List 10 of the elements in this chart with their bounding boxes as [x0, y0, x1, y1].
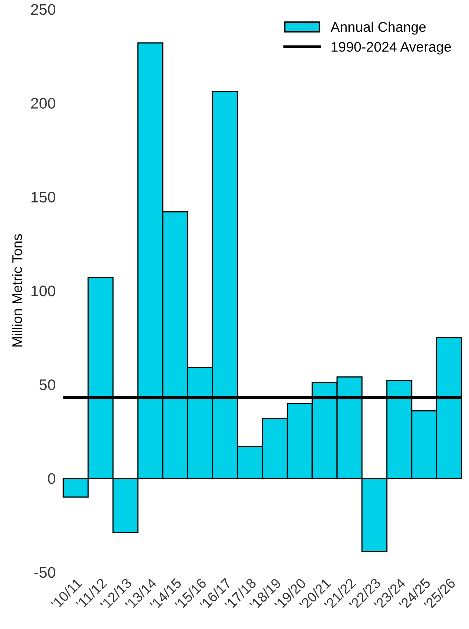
y-tick-label: 150	[32, 192, 56, 203]
y-tick-label: 100	[32, 286, 56, 297]
legend-label: Annual Change	[330, 22, 426, 35]
y-tick-label: -50	[34, 567, 56, 578]
legend-label: 1990-2024 Average	[332, 42, 452, 55]
y-tick-label: 200	[31, 98, 56, 109]
y-tick-label: 0	[48, 473, 56, 484]
y-axis-title: Million Metric Tons	[12, 234, 22, 347]
y-tick-label: 250	[31, 4, 56, 16]
y-tick-label: 50	[40, 380, 56, 390]
